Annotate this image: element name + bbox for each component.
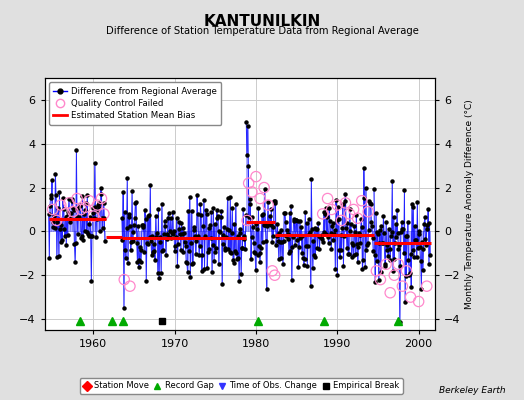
Point [100, 211, 108, 217]
Point [364, 208, 373, 215]
Point [245, 180, 253, 186]
Point [386, 290, 395, 296]
Point [89, 213, 97, 219]
Point [61, 211, 69, 217]
Point [52, 217, 61, 224]
Point [333, 202, 342, 208]
Point [398, 283, 407, 289]
Text: Berkeley Earth: Berkeley Earth [439, 386, 506, 395]
Point [372, 268, 380, 274]
Y-axis label: Monthly Temperature Anomaly Difference (°C): Monthly Temperature Anomaly Difference (… [465, 99, 474, 309]
Point [376, 276, 385, 283]
Point [390, 272, 398, 278]
Point [260, 184, 268, 191]
Point [57, 202, 65, 208]
Point [350, 206, 358, 213]
Point [354, 215, 362, 222]
Point [341, 200, 350, 206]
Point [268, 268, 277, 274]
Text: KANTUNILKIN: KANTUNILKIN [203, 14, 321, 29]
Point [414, 298, 423, 305]
Point [126, 283, 134, 289]
Point [394, 261, 402, 268]
Point [81, 204, 90, 210]
Point [85, 198, 93, 204]
Point [323, 195, 332, 202]
Point [382, 261, 390, 268]
Point [252, 174, 260, 180]
Point [357, 198, 366, 204]
Point [97, 195, 106, 202]
Legend: Station Move, Record Gap, Time of Obs. Change, Empirical Break: Station Move, Record Gap, Time of Obs. C… [80, 378, 402, 394]
Point [422, 283, 431, 289]
Point [73, 195, 81, 202]
Text: Difference of Station Temperature Data from Regional Average: Difference of Station Temperature Data f… [105, 26, 419, 36]
Point [406, 294, 414, 300]
Point [402, 268, 411, 274]
Point [337, 217, 346, 224]
Point [264, 202, 272, 208]
Point [93, 202, 102, 208]
Point [270, 272, 279, 278]
Point [256, 195, 264, 202]
Point [345, 211, 354, 217]
Legend: Difference from Regional Average, Quality Control Failed, Estimated Station Mean: Difference from Regional Average, Qualit… [49, 82, 222, 125]
Point [69, 208, 77, 215]
Point [65, 200, 73, 206]
Point [248, 189, 256, 195]
Point [243, 217, 251, 224]
Point [319, 211, 327, 217]
Point [49, 206, 57, 213]
Point [328, 206, 336, 213]
Point [120, 276, 128, 283]
Point [77, 206, 85, 213]
